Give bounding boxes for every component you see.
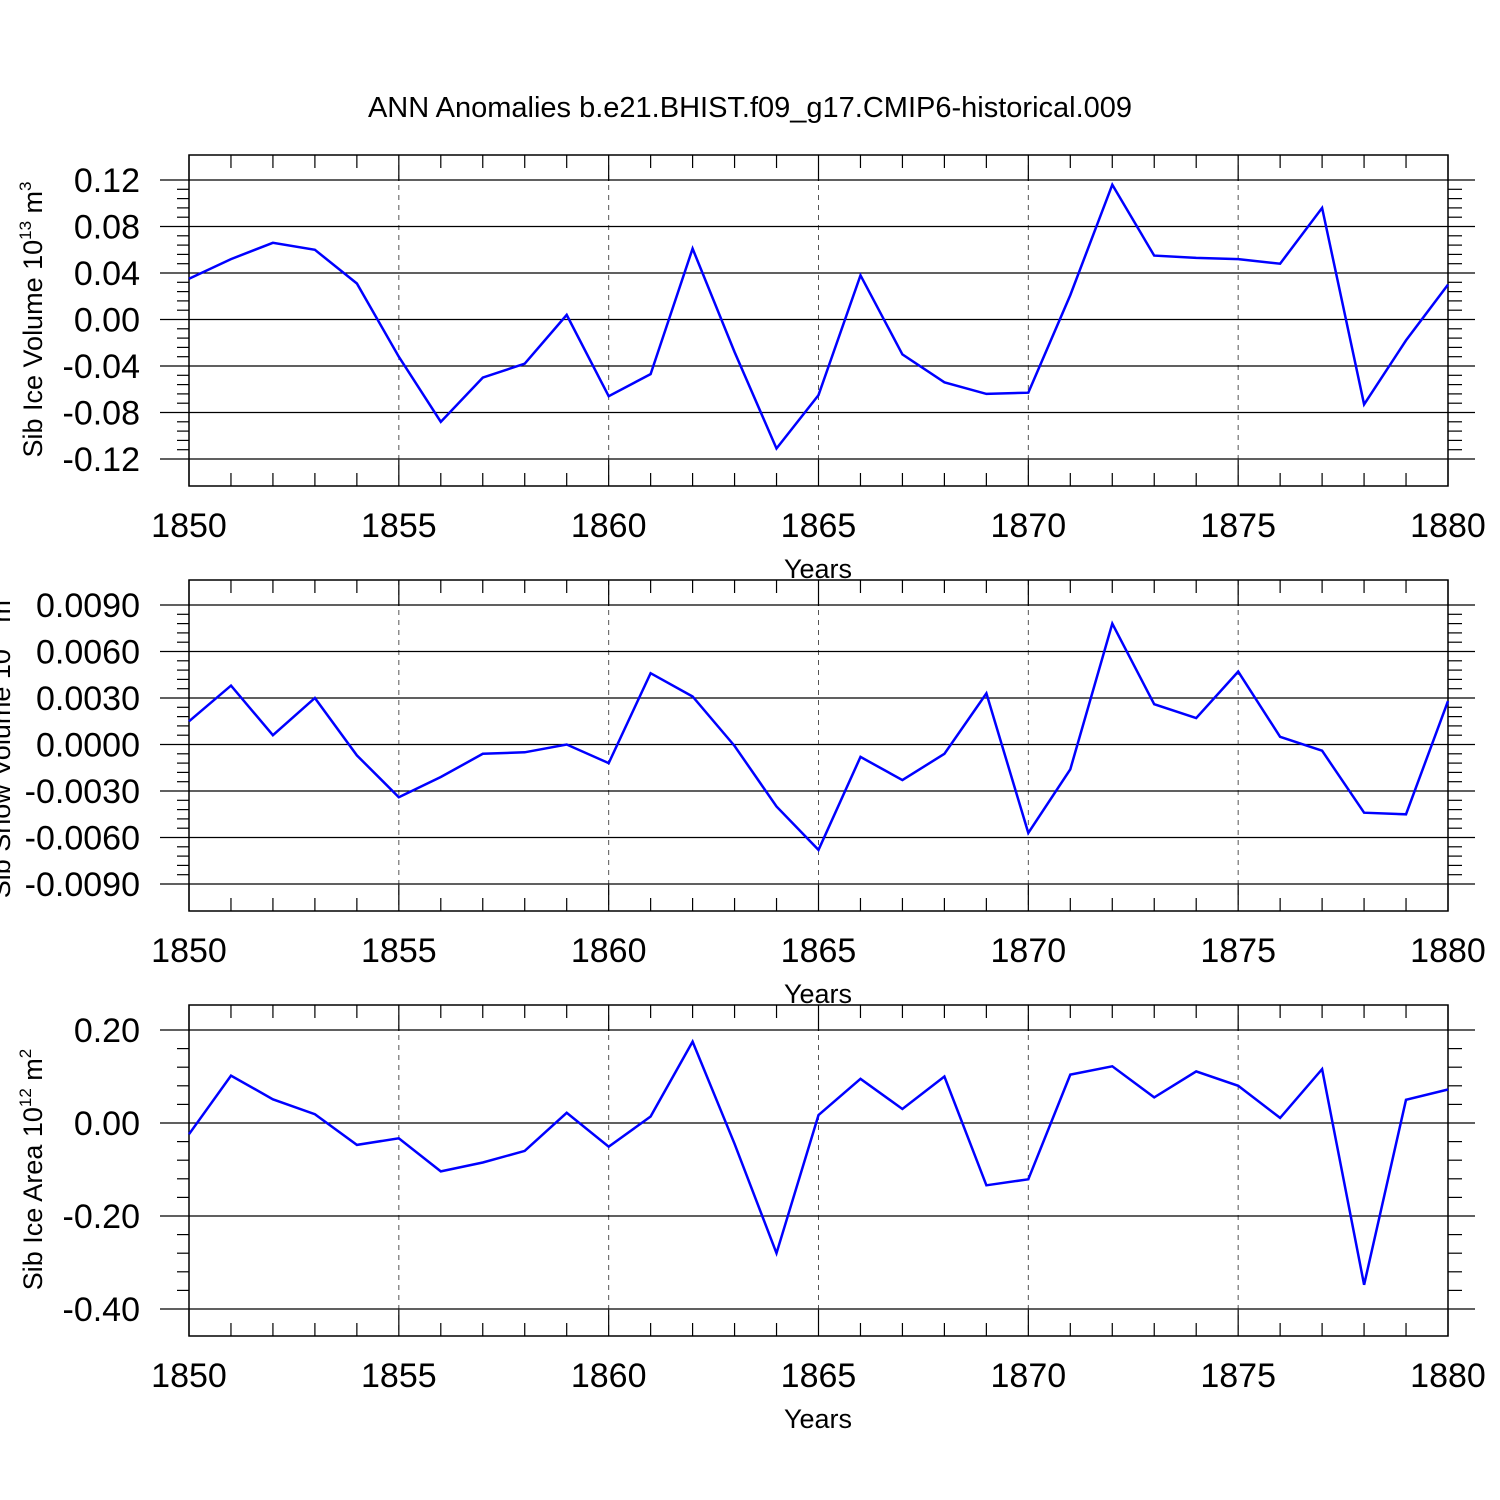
y-tick-label: 0.20 [74, 1012, 140, 1050]
y-axis-title-unit-exponent: 2 [16, 1049, 35, 1058]
y-axis-title-unit: m [18, 1058, 48, 1088]
y-axis-title-text: Sib Snow Volume 10 [0, 649, 16, 898]
y-axis-title-unit-exponent: 3 [0, 591, 3, 600]
y-axis-title-exponent: 13 [16, 221, 35, 240]
panel-ice-area: -0.40 -0.20 0.00 0.20 1850 1855 1860 1865 1870 18… [16, 1004, 1486, 1434]
panel-ice-volume: -0.12 -0.08 -0.04 0.00 0.04 0.08 0.12 1850 1855 1… [16, 154, 1486, 584]
y-tick-label: 0.12 [74, 162, 140, 200]
x-tick-label: 1865 [781, 1357, 857, 1395]
x-tick-label: 1860 [571, 507, 647, 545]
y-axis-title-exponent: 12 [16, 1088, 35, 1107]
x-tick-label: 1855 [361, 507, 437, 545]
y-tick-label: -0.0060 [25, 820, 140, 858]
y-tick-label: 0.04 [74, 255, 140, 293]
y-tick-label: -0.20 [63, 1198, 141, 1236]
y-tick-label: -0.12 [63, 441, 141, 479]
y-tick-label: 0.0030 [36, 680, 140, 718]
x-tick-label: 1880 [1410, 932, 1486, 970]
x-tick-label: 1855 [361, 932, 437, 970]
y-axis-title-exponent: 13 [0, 630, 3, 649]
x-tick-label: 1875 [1200, 932, 1276, 970]
y-tick-label: 0.00 [74, 1105, 140, 1143]
y-axis-title-text: Sib Ice Area 10 [18, 1107, 48, 1290]
y-tick-label: 0.0090 [36, 587, 140, 625]
x-tick-label: 1870 [991, 932, 1067, 970]
x-tick-label: 1875 [1200, 1357, 1276, 1395]
x-tick-label: 1880 [1410, 1357, 1486, 1395]
y-tick-label: -0.40 [63, 1291, 141, 1329]
series-line [188, 181, 1449, 451]
y-tick-label: -0.0030 [25, 773, 140, 811]
y-tick-label: -0.04 [63, 348, 141, 386]
x-tick-label: 1870 [991, 507, 1067, 545]
y-axis-title-unit: m [18, 191, 48, 221]
y-tick-label: 0.00 [74, 302, 140, 340]
x-tick-label: 1850 [151, 932, 227, 970]
series-line [187, 1038, 1449, 1286]
y-tick-label: 0.08 [74, 209, 140, 247]
x-tick-label: 1880 [1410, 507, 1486, 545]
x-tick-label: 1870 [991, 1357, 1067, 1395]
x-tick-label: 1865 [781, 932, 857, 970]
y-axis-title: Sib Ice Area 1012 m2 [16, 1049, 48, 1291]
series-line [188, 620, 1450, 853]
x-tick-label: 1875 [1200, 507, 1276, 545]
y-axis-title-text: Sib Ice Volume 10 [18, 240, 48, 458]
y-tick-label: 0.0060 [36, 634, 140, 672]
y-tick-label: 0.0000 [36, 727, 140, 765]
x-axis-title: Years [784, 979, 852, 1009]
x-tick-label: 1860 [571, 1357, 647, 1395]
x-tick-label: 1850 [151, 507, 227, 545]
x-tick-label: 1855 [361, 1357, 437, 1395]
y-axis-title-unit-exponent: 3 [16, 181, 35, 190]
y-axis-title: Sib Snow Volume 1013 m3 [0, 591, 16, 899]
x-tick-label: 1865 [781, 507, 857, 545]
x-axis-title: Years [784, 554, 852, 584]
x-tick-label: 1860 [571, 932, 647, 970]
y-tick-label: -0.0090 [25, 866, 140, 904]
x-tick-label: 1850 [151, 1357, 227, 1395]
y-axis-title: Sib Ice Volume 1013 m3 [16, 181, 48, 457]
panel-snow-volume: -0.0090 -0.0060 -0.0030 0.0000 0.0030 0.0060 0… [0, 579, 1486, 1009]
figure-title: ANN Anomalies b.e21.BHIST.f09_g17.CMIP6-… [368, 92, 1132, 124]
y-tick-label: -0.08 [63, 395, 141, 433]
x-axis-title: Years [784, 1404, 852, 1434]
y-axis-title-unit: m [0, 600, 16, 630]
